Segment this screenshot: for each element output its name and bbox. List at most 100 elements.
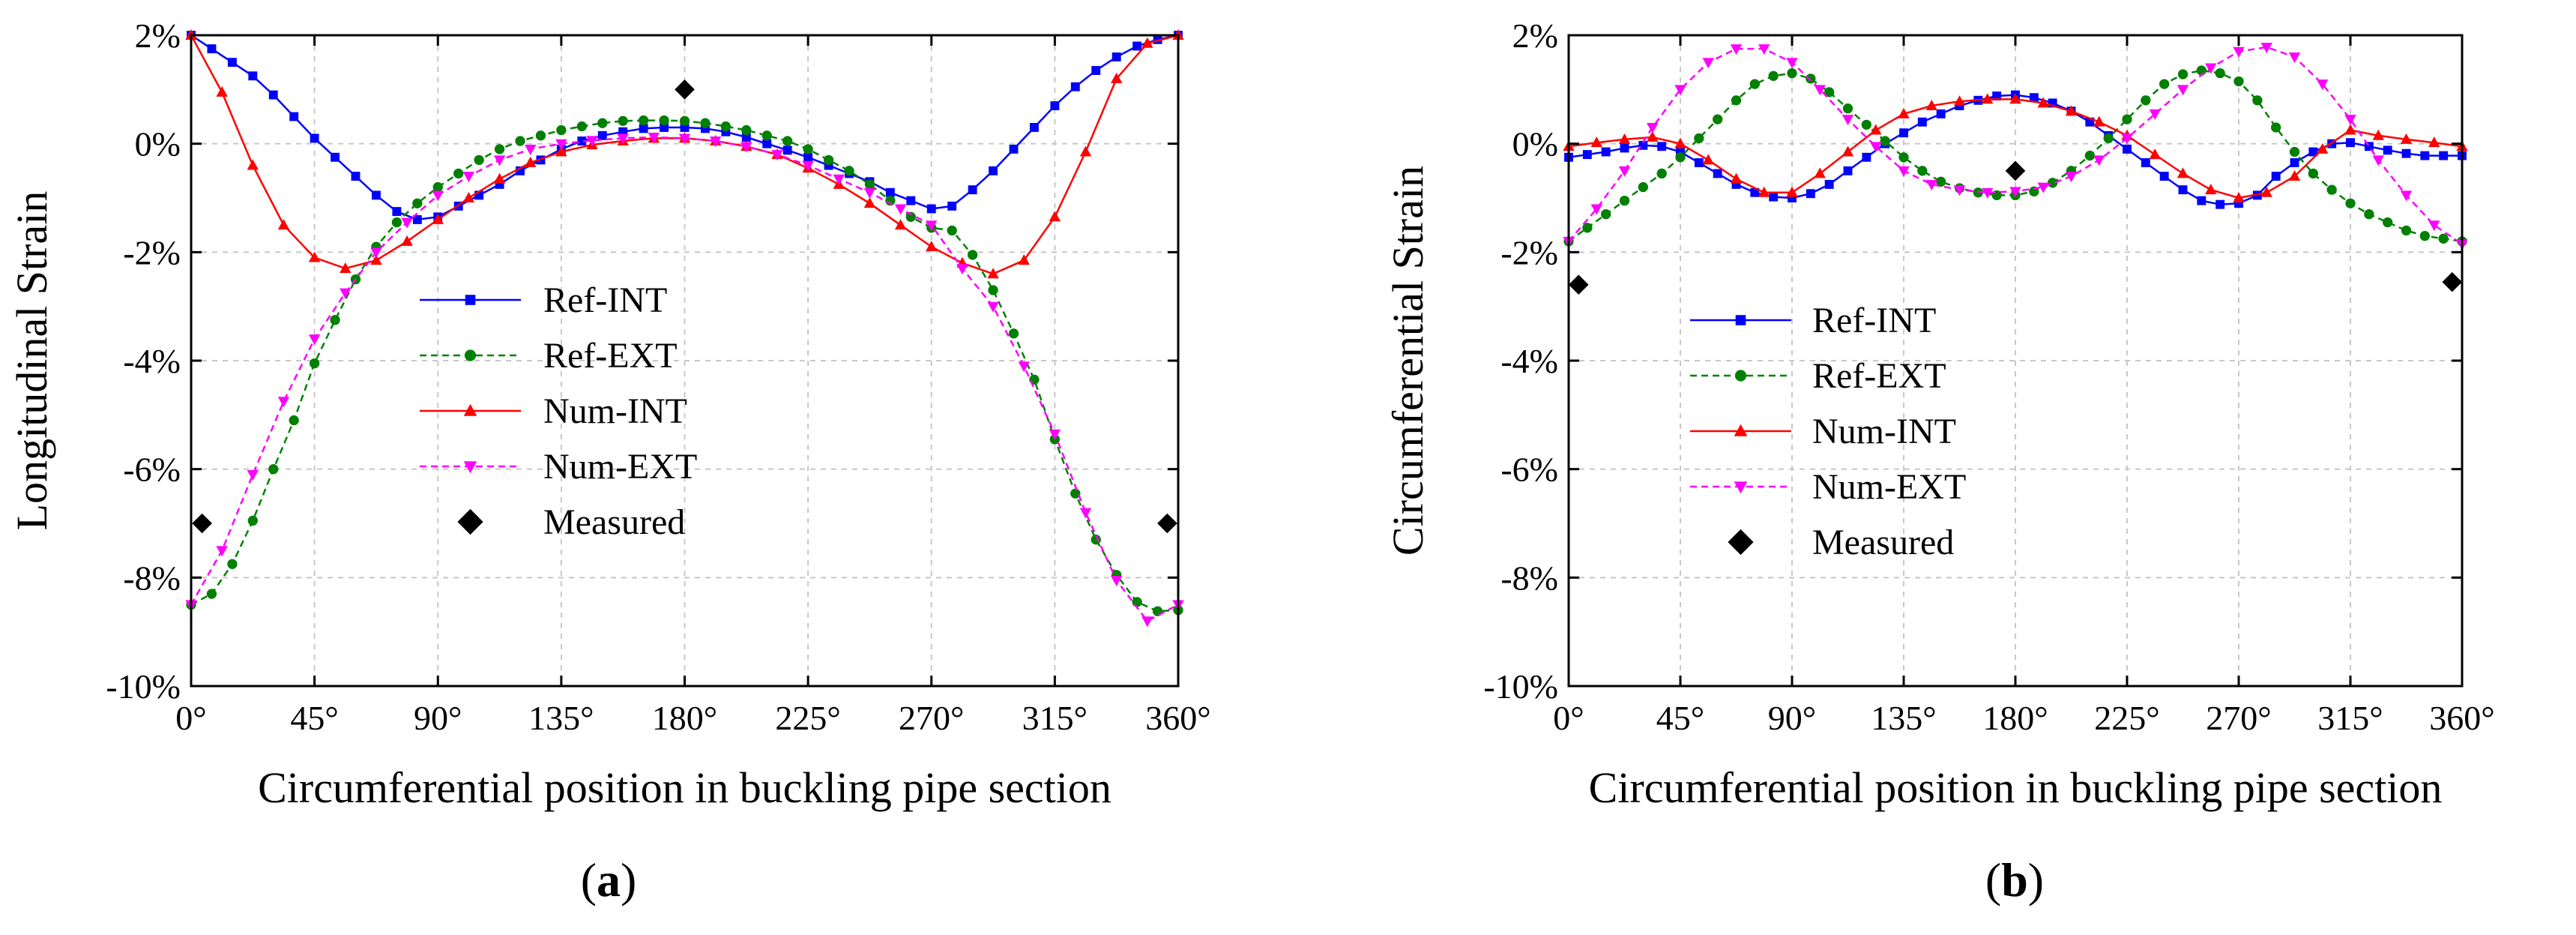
panel-a-y-tick-label: 0%: [135, 125, 181, 163]
panel-b-num-int-point: [1953, 95, 1966, 106]
panel-b-y-axis-title: Circumferential Strain: [1384, 166, 1432, 556]
panel-b-num-int-point: [1925, 99, 1937, 110]
panel-b-num-ext-point: [2400, 190, 2413, 202]
panel-b-num-ext-point: [1814, 85, 1826, 96]
panel-a-x-tick-label: 360°: [1145, 699, 1210, 737]
panel-b-num-int-point: [2233, 191, 2245, 202]
panel-b-num-int-point: [1841, 145, 1854, 157]
panel-a-num-ext-point: [586, 136, 598, 147]
panel-a-ref-int-point: [351, 172, 361, 181]
panel-b-num-int-point: [2400, 133, 2413, 144]
panel-a-ref-int-point: [1029, 123, 1039, 132]
panel-a-num-int-point: [1018, 254, 1030, 265]
panel-a-ref-ext-point: [309, 358, 320, 369]
panel-b-ref-int-point: [1824, 179, 1834, 189]
panel-b-x-tick-label: 270°: [2206, 699, 2271, 737]
panel-a-y-axis-title: Longitudinal Strain: [7, 191, 56, 531]
panel-b-ref-ext-point: [2438, 233, 2449, 244]
panel-b-num-ext-point: [1590, 204, 1602, 215]
panel-a-num-ext-point: [926, 220, 938, 232]
panel-a-series-ref-ext: [186, 115, 1183, 616]
panel-b-ref-int-point: [1750, 187, 1760, 197]
panel-b-num-int-point: [1758, 186, 1770, 197]
panel-a-legend-item-ref-int: Ref-INT: [420, 280, 667, 320]
panel-a-ref-int-point: [885, 187, 895, 197]
panel-b-legend-label: Num-EXT: [1812, 467, 1966, 507]
panel-a-ref-ext-point: [247, 515, 258, 526]
panel-b-ref-ext-point: [2084, 150, 2095, 161]
panel-b-num-ext-point: [1898, 166, 1910, 177]
panel-b-ref-ext-point: [1824, 87, 1835, 97]
panel-a-num-int-point: [987, 268, 999, 279]
panel-b-y-tick-label: 2%: [1512, 16, 1558, 55]
panel-b-legend: Ref-INT Ref-EXT Num-INT Num-EXT Measured: [1690, 301, 1966, 562]
panel-a-y-tick-label: -6%: [123, 451, 181, 489]
panel-a-ref-int-point: [1070, 82, 1080, 91]
panel-b-ref-ext-point: [2345, 198, 2356, 208]
panel-b-legend-item-measured: Measured: [1728, 523, 1954, 562]
panel-a-legend-item-num-int: Num-INT: [420, 391, 687, 431]
panel-b-ref-int-point: [1806, 189, 1815, 199]
panel-a-num-int-point: [370, 254, 382, 265]
panel-b-num-ext-point: [2177, 85, 2189, 96]
panel-b-ref-ext-point: [1582, 223, 1593, 233]
panel-b-x-tick-label: 180°: [1982, 699, 2048, 737]
panel-a-ref-int-point: [1111, 52, 1121, 61]
panel-a-num-ext-point: [1141, 616, 1153, 628]
panel-b-num-ext-point: [2260, 42, 2272, 53]
panel-b-ref-int-point: [2290, 158, 2299, 167]
panel-b-ref-int-point: [1862, 152, 1871, 162]
panel-b-num-ext-point: [1925, 179, 1937, 190]
panel-b-num-int-point: [1814, 167, 1826, 178]
panel-b-num-ext-point: [2149, 109, 2161, 120]
panel-a-ref-int-point: [597, 130, 607, 140]
panel-b-num-int-point: [1730, 172, 1743, 184]
panel-b-ref-ext-point: [1619, 195, 1630, 206]
panel-b-legend-item-ref-int: Ref-INT: [1690, 301, 1936, 340]
panel-b-ref-int-point: [1731, 179, 1741, 189]
panel-b-num-int-point: [2065, 105, 2078, 116]
panel-b-ref-ext-point: [1656, 168, 1667, 179]
panel-b-ref-int-point: [2383, 145, 2392, 155]
panel-a-x-axis-title: Circumferential position in buckling pip…: [258, 763, 1111, 812]
panel-a-ref-int-point: [906, 196, 916, 205]
panel-a-legend-label: Num-INT: [543, 391, 687, 431]
panel-b-y-tick-label: -10%: [1483, 667, 1558, 706]
panel-a-ref-int-point: [660, 123, 669, 132]
panel-a-series-group: [185, 28, 1184, 628]
panel-b-ref-int-point: [2159, 172, 2169, 181]
panel-b-ref-int-point: [2048, 98, 2057, 108]
panel-b-num-ext-point: [2372, 155, 2384, 166]
panel-a-measured-point: [675, 79, 695, 100]
panel-a-ref-int-point: [516, 166, 525, 175]
panel-b-series-group: [1563, 42, 2468, 295]
panel-b-num-ext-point: [1647, 123, 1659, 134]
panel-a-y-tick-label: -8%: [123, 559, 181, 597]
panel-a-num-ext-point: [709, 136, 722, 148]
panel-a-ref-ext-point: [967, 250, 978, 260]
panel-b-num-int-point: [1702, 154, 1714, 165]
panel-b-ref-ext-point: [1713, 114, 1723, 124]
panel-b-ref-int-point: [1713, 169, 1722, 178]
panel-a-legend-label: Ref-INT: [543, 280, 667, 320]
panel-b-ref-int-point: [2085, 117, 2095, 127]
panel-b-ref-ext-point: [1787, 67, 1797, 79]
panel-b-num-int-point: [2260, 186, 2272, 197]
panel-a-ref-int-point: [1153, 34, 1162, 44]
panel-b-ref-ext-point: [1601, 209, 1611, 220]
panel-a-ref-ext-point: [988, 285, 998, 295]
panel-a-series-measured: [192, 79, 1177, 534]
panel-a-num-int-point: [894, 219, 907, 230]
panel-b-legend-swatch-marker: [1734, 370, 1747, 382]
panel-a-num-ext-point: [277, 397, 290, 408]
panel-b-ref-ext-point: [2383, 217, 2393, 228]
panel-a-legend: Ref-INT Ref-EXT Num-INT Num-EXT Measured: [420, 280, 697, 542]
panel-b-ref-int-point: [2234, 199, 2243, 208]
panel-a-ref-ext-point: [947, 225, 957, 236]
panel-b-ref-ext-point: [1861, 119, 1871, 130]
panel-b-num-ext-point: [2233, 46, 2245, 58]
panel-b-num-ext-point: [2093, 155, 2105, 166]
panel-a-ref-ext-point: [597, 118, 608, 128]
panel-a-ref-ext-point: [474, 154, 484, 166]
panel-a-ref-ext-point: [679, 115, 690, 126]
